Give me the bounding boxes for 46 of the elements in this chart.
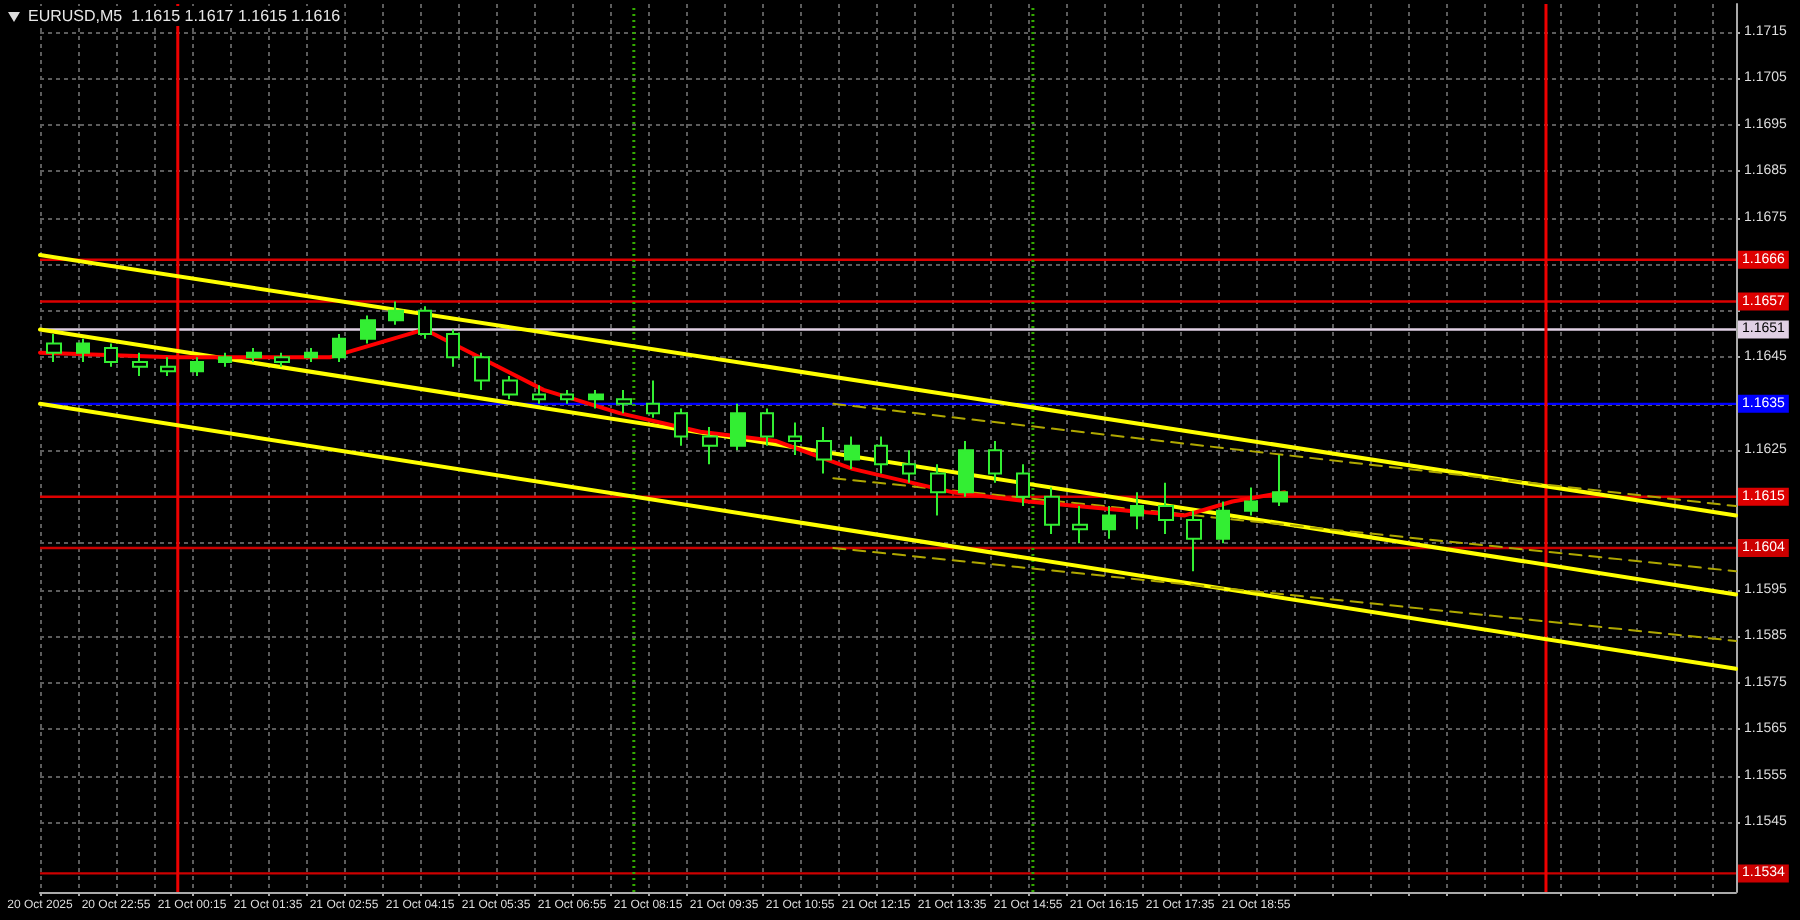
candlestick <box>104 342 118 368</box>
candlestick <box>132 351 148 377</box>
candlestick <box>246 347 262 363</box>
candlestick <box>702 426 718 466</box>
candlestick <box>874 435 888 475</box>
candlestick <box>388 300 404 326</box>
candlestick <box>274 351 290 368</box>
candlestick <box>304 347 318 363</box>
candlestick <box>1186 509 1202 573</box>
candlestick <box>1272 453 1288 508</box>
candlestick <box>844 435 860 470</box>
candlestick <box>418 305 432 340</box>
candlestick <box>816 426 832 475</box>
line-series <box>38 327 1287 518</box>
candlestick <box>446 328 460 368</box>
candlestick <box>360 314 376 345</box>
candlestick <box>958 440 974 498</box>
candlestick <box>474 351 490 391</box>
candlestick <box>646 379 660 419</box>
candlestick <box>1102 505 1116 540</box>
candlestick <box>160 356 176 377</box>
candlestick <box>532 384 546 405</box>
candlestick <box>674 407 688 447</box>
candlestick <box>588 388 604 410</box>
candlestick <box>902 449 916 484</box>
candlestick <box>76 337 90 363</box>
candlestick <box>46 333 62 363</box>
chart-title: EURUSD,M5 1.1615 1.1617 1.1615 1.1616 <box>28 7 342 25</box>
candlestick <box>760 407 774 447</box>
candlestick <box>1044 486 1060 536</box>
candlestick <box>930 463 946 517</box>
candlestick <box>1244 486 1258 517</box>
candlestick <box>788 421 802 456</box>
candlestick <box>1158 481 1174 536</box>
candlestick <box>332 333 346 363</box>
candlestick <box>1016 463 1030 508</box>
candlestick <box>1072 505 1088 545</box>
candlestick <box>190 356 204 377</box>
candlestick <box>730 402 746 452</box>
candlestick <box>218 351 232 368</box>
candlestick <box>1130 491 1144 531</box>
candlestick <box>616 388 632 415</box>
candlestick <box>502 374 518 401</box>
candlestick <box>1216 500 1230 545</box>
candlestick <box>988 440 1002 484</box>
candlestick <box>560 388 574 405</box>
